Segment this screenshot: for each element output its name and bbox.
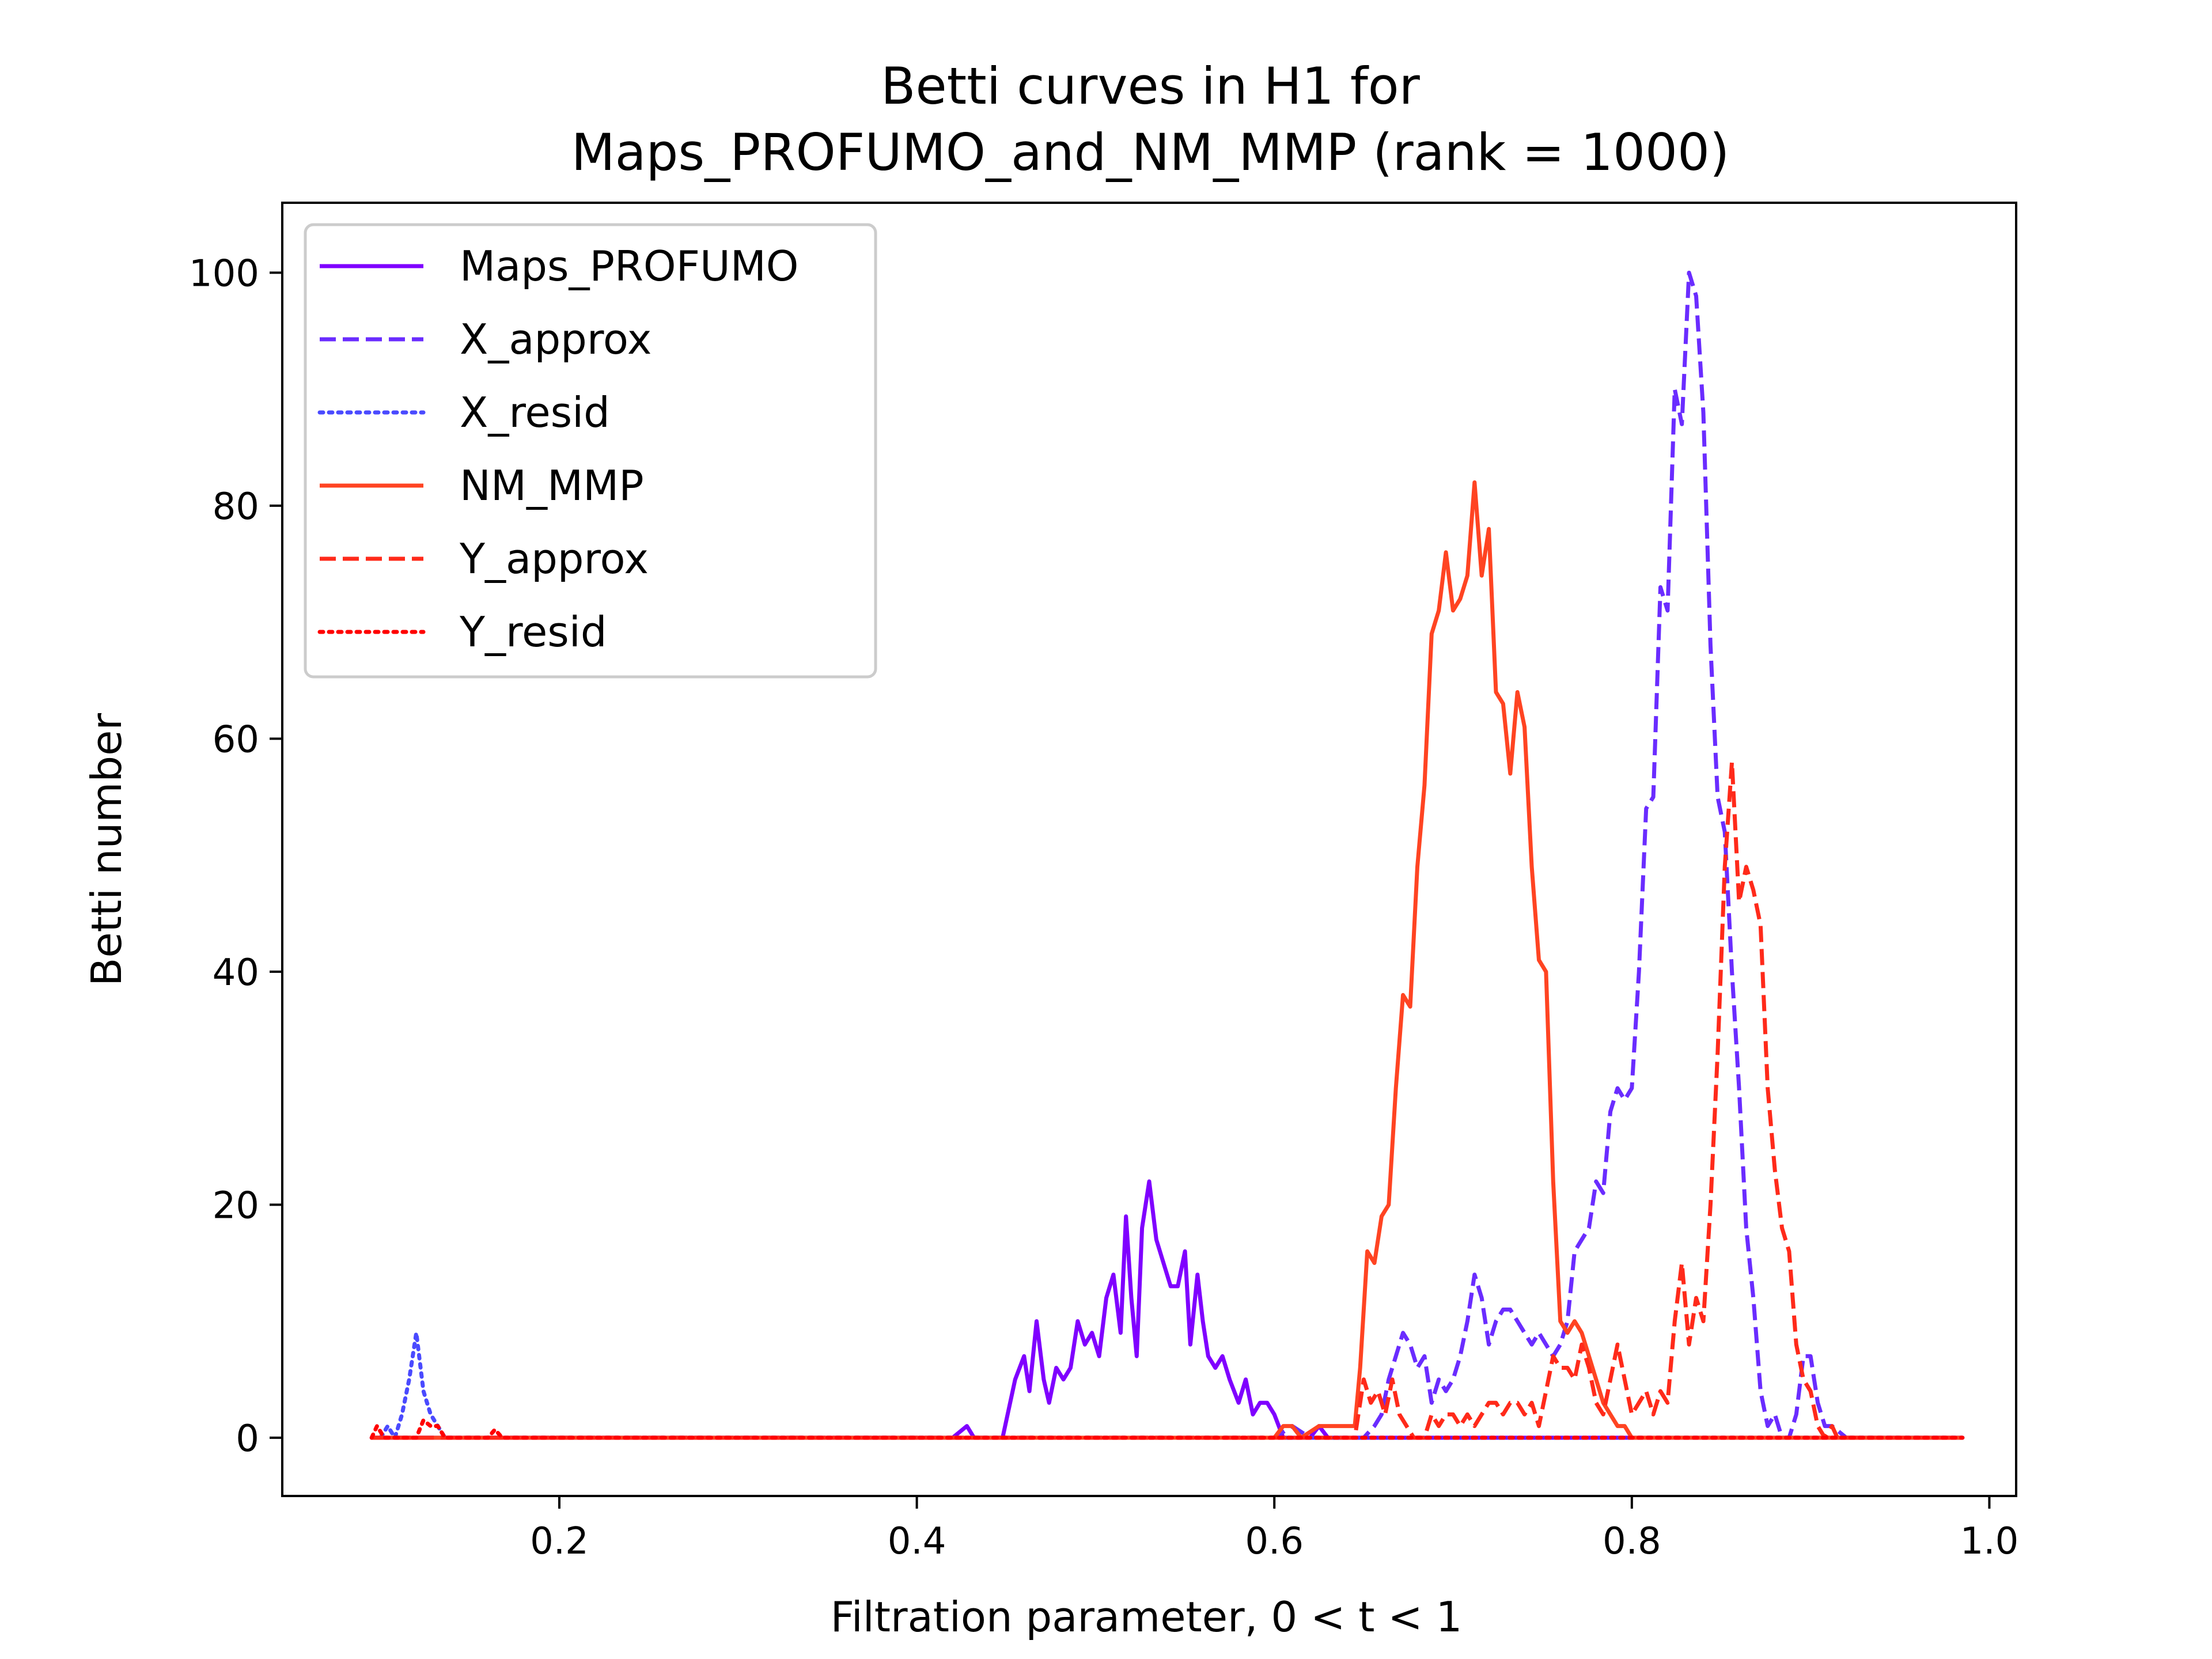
- x-tick-label: 0.6: [1245, 1520, 1304, 1563]
- y-tick-label: 100: [189, 252, 259, 295]
- y-axis: 0 20 40 60 80 100: [189, 252, 282, 1460]
- y-axis-label: Betti number: [82, 713, 131, 986]
- y-tick-label: 80: [213, 486, 259, 528]
- series-line-y-approx: [372, 760, 1963, 1440]
- x-tick-label: 0.2: [530, 1520, 589, 1563]
- legend-entries: Maps_PROFUMO X_approx X_resid NM_MMP Y_appro…: [317, 242, 798, 656]
- y-tick-label: 40: [213, 952, 259, 994]
- legend-label-maps-profumo: Maps_PROFUMO: [460, 242, 798, 290]
- series-layer: [369, 270, 1965, 1440]
- series-line-y-resid: [369, 1418, 1965, 1440]
- x-tick-label: 0.8: [1603, 1520, 1661, 1563]
- legend: Maps_PROFUMO X_approx X_resid NM_MMP Y_appro…: [304, 223, 877, 679]
- y-tick-label: 60: [213, 718, 259, 761]
- series-line-maps-profumo: [372, 1179, 1963, 1440]
- legend-label-x-resid: X_resid: [460, 388, 610, 437]
- legend-label-y-resid: Y_resid: [459, 608, 607, 656]
- x-axis-label: Filtration parameter, 0 < t < 1: [831, 1593, 1463, 1641]
- x-tick-label: 1.0: [1960, 1520, 2019, 1563]
- legend-label-y-approx: Y_approx: [459, 535, 649, 583]
- chart-title-line-1: Betti curves in H1 for: [881, 56, 1420, 116]
- legend-label-nm-mmp: NM_MMP: [460, 461, 644, 510]
- legend-label-x-approx: X_approx: [460, 315, 652, 363]
- plot-frame: [281, 202, 2017, 1497]
- legend-box: [304, 223, 877, 679]
- x-tick-label: 0.4: [888, 1520, 946, 1563]
- x-axis: 0.2 0.4 0.6 0.8 1.0: [530, 1496, 2018, 1563]
- chart-title-line-2: Maps_PROFUMO_and_NM_MMP (rank = 1000): [571, 123, 1730, 182]
- y-tick-label: 0: [236, 1418, 259, 1460]
- series-line-x-approx: [372, 270, 1963, 1440]
- y-tick-label: 20: [213, 1184, 259, 1227]
